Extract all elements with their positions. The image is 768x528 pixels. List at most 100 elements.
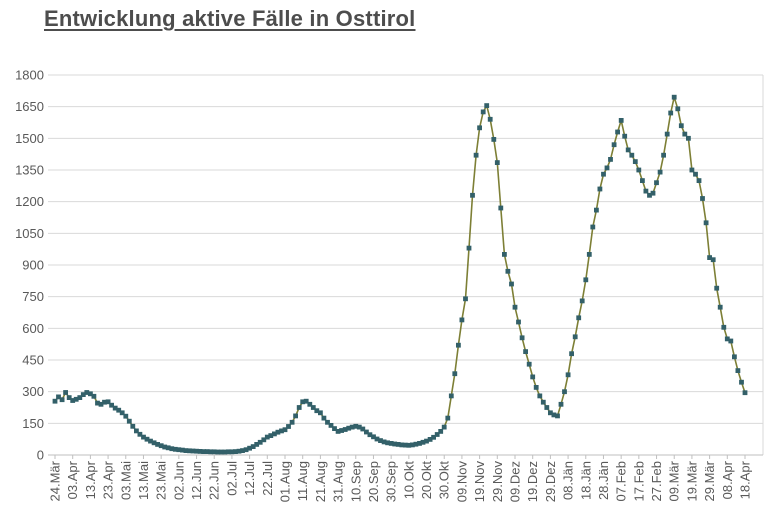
data-point-marker (601, 171, 606, 177)
data-point-marker (187, 448, 192, 454)
x-tick-label: 18.Jän (578, 461, 593, 500)
y-tick-label: 300 (22, 384, 44, 399)
data-point-marker (664, 131, 670, 137)
data-point-marker (420, 439, 426, 445)
data-point-marker (318, 410, 323, 416)
data-point-marker (296, 405, 302, 410)
x-tick-label: 31.Aug (331, 461, 346, 502)
x-tick-label: 24.Mär (48, 460, 63, 501)
x-tick-label: 13.Mai (136, 461, 151, 500)
x-tick-label: 07.Feb (614, 461, 629, 501)
data-point-marker (275, 429, 281, 435)
data-point-marker (505, 268, 511, 274)
data-point-marker (533, 385, 539, 390)
x-tick-label: 11.Aug (295, 461, 310, 501)
x-tick-label: 29.Mär (702, 460, 717, 501)
data-point-marker (661, 152, 666, 158)
data-point-marker (388, 441, 394, 446)
data-point-marker (88, 391, 93, 397)
data-point-marker (456, 342, 461, 348)
data-point-marker (565, 372, 571, 378)
data-point-marker (155, 442, 160, 447)
data-point-marker (459, 317, 465, 323)
x-tick-label: 29.Nov (490, 461, 505, 503)
x-tick-label: 18.Apr (738, 460, 753, 499)
data-point-marker (491, 137, 497, 142)
data-point-marker (268, 433, 274, 438)
x-tick-label: 21.Aug (313, 461, 328, 502)
data-point-marker (52, 398, 58, 404)
data-point-marker (119, 410, 125, 416)
data-point-marker (201, 449, 206, 454)
y-tick-label: 1050 (15, 226, 44, 241)
data-point-marker (608, 157, 613, 162)
data-point-marker (512, 304, 518, 310)
data-point-marker (487, 116, 493, 122)
data-point-marker (625, 147, 631, 153)
data-point-marker (540, 399, 546, 405)
data-point-marker (151, 440, 157, 446)
x-tick-label: 12.Jun (189, 461, 204, 500)
data-point-marker (686, 135, 691, 141)
data-point-marker (448, 393, 454, 399)
data-point-marker (169, 446, 175, 452)
data-point-marker (59, 397, 65, 403)
data-point-marker (572, 334, 578, 340)
data-point-marker (682, 131, 688, 137)
data-point-marker (689, 167, 695, 173)
data-point-marker (586, 252, 592, 257)
data-point-marker (279, 428, 284, 434)
data-point-marker (162, 444, 168, 450)
data-point-marker (303, 398, 309, 404)
data-point-marker (116, 407, 122, 413)
x-tick-label: 27.Feb (649, 461, 664, 501)
data-point-marker (650, 190, 656, 196)
data-point-marker (438, 429, 444, 434)
data-point-marker (102, 399, 107, 405)
data-point-marker (222, 449, 228, 455)
data-point-marker (583, 277, 589, 283)
data-point-marker (509, 281, 514, 287)
data-point-marker (353, 423, 359, 429)
data-point-marker (141, 434, 146, 440)
x-tick-label: 03.Mai (118, 461, 133, 500)
x-tick-label: 28.Jän (596, 461, 611, 500)
data-point-marker (180, 447, 185, 453)
data-point-marker (236, 448, 242, 454)
data-point-marker (264, 434, 270, 440)
data-point-marker (413, 441, 419, 447)
y-tick-label: 1200 (15, 194, 44, 209)
data-point-marker (703, 220, 709, 226)
y-tick-label: 750 (22, 289, 44, 304)
x-tick-label: 09.Dez (508, 461, 523, 502)
x-tick-label: 08.Jän (561, 461, 576, 500)
data-point-marker (332, 426, 337, 431)
data-point-marker (335, 429, 341, 434)
data-point-marker (579, 298, 585, 304)
y-axis-labels: 0 150 300 450 600 750 900 1050 1200 1350 1500 1650 1… (15, 68, 44, 463)
data-point-marker (289, 419, 295, 425)
data-point-marker (364, 429, 369, 435)
data-point-marker (183, 448, 189, 453)
data-point-marker (717, 304, 723, 310)
data-point-marker (339, 428, 344, 433)
data-point-marker (714, 285, 720, 291)
data-point-marker (484, 103, 490, 108)
data-point-marker (272, 431, 277, 437)
data-point-marker (66, 395, 72, 400)
data-point-marker (739, 379, 744, 385)
data-point-marker (728, 338, 734, 344)
data-point-marker (671, 94, 677, 100)
data-point-marker (105, 399, 111, 405)
x-tick-label: 30.Okt (437, 461, 452, 500)
data-point-marker (466, 245, 472, 251)
data-point-marker (112, 405, 118, 411)
data-point-marker (537, 393, 543, 399)
data-point-marker (463, 296, 468, 302)
data-point-marker (569, 351, 574, 357)
data-point-marker (356, 424, 362, 430)
data-point-marker (555, 413, 560, 419)
data-point-marker (707, 255, 712, 260)
data-point-marker (371, 434, 376, 440)
data-point-marker (473, 152, 479, 158)
